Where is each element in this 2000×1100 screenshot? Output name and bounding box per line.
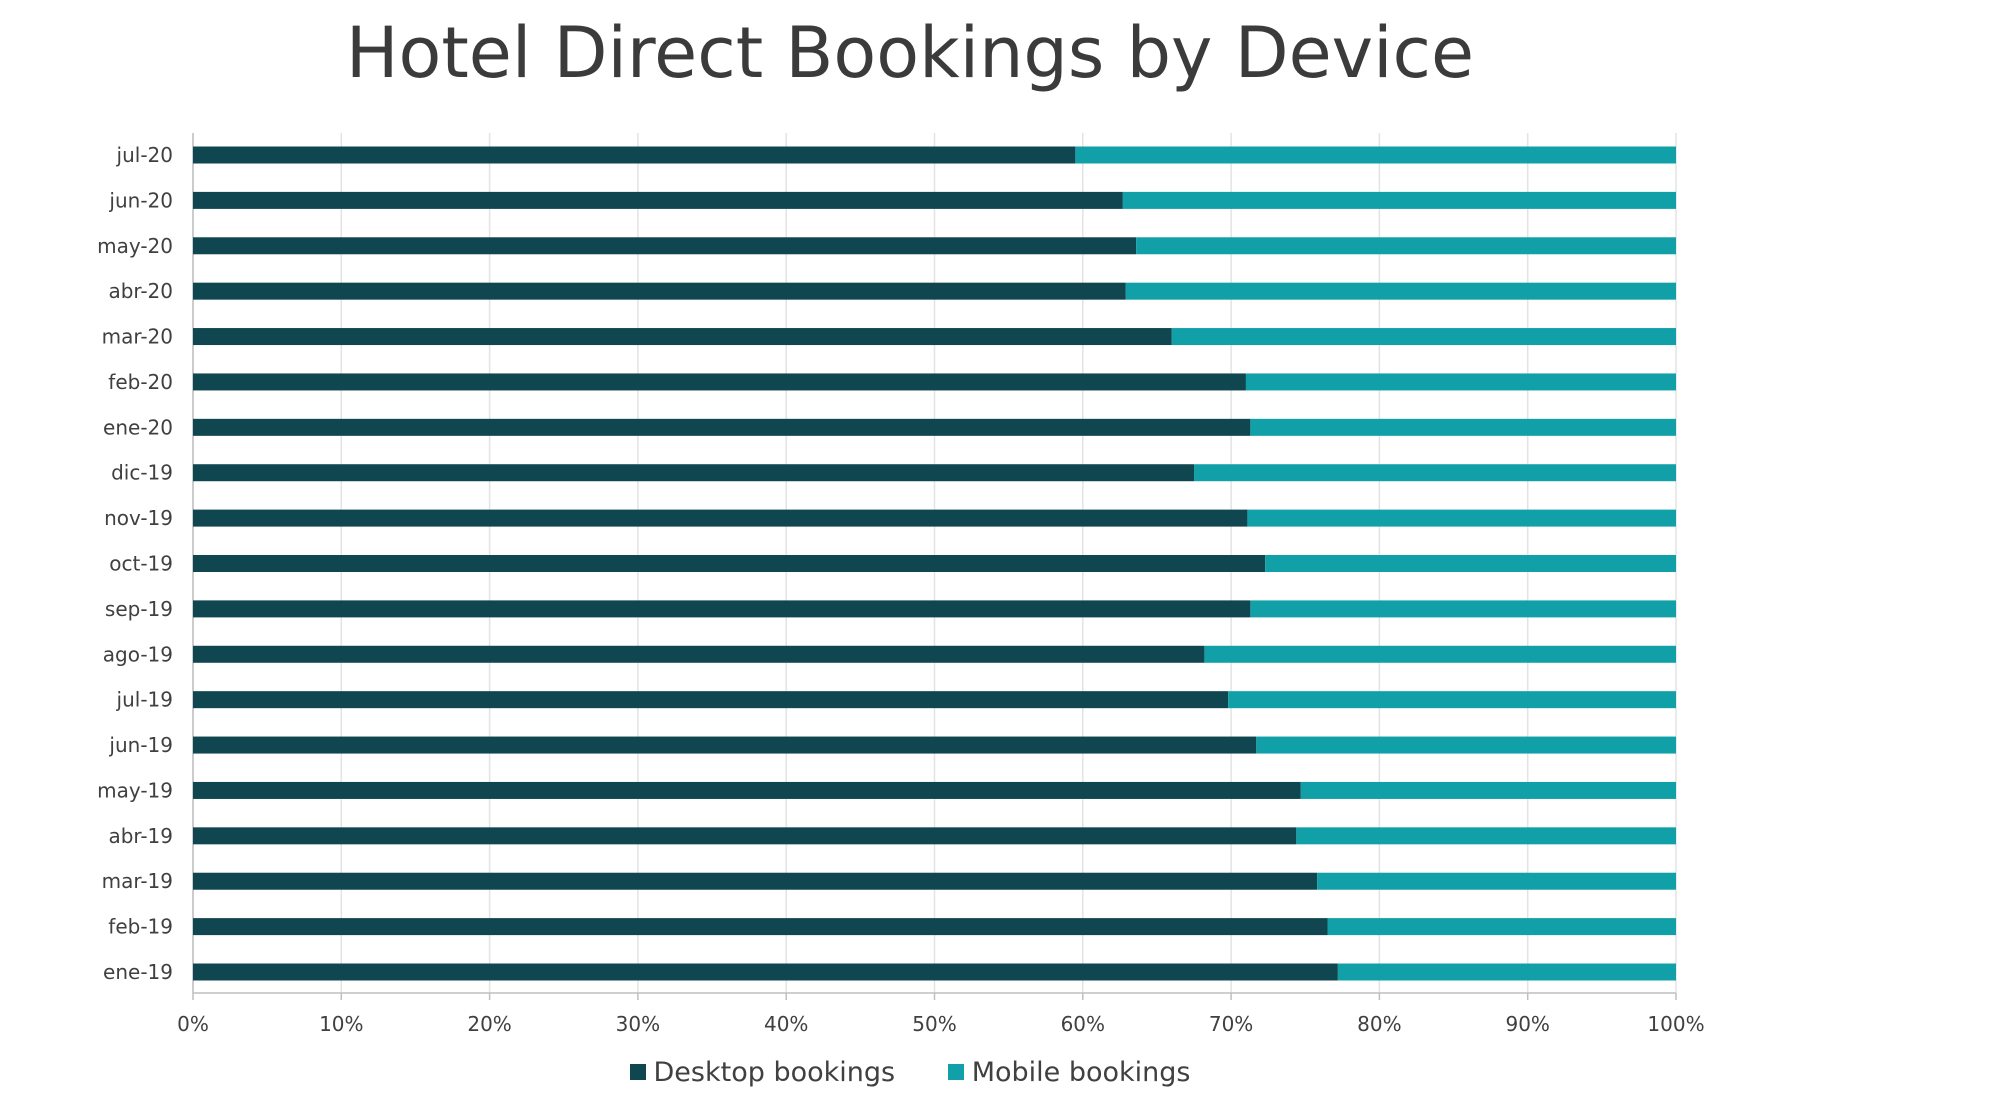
category-label: jun-19 bbox=[108, 733, 173, 757]
category-label: ago-19 bbox=[103, 642, 173, 666]
x-tick-label: 10% bbox=[319, 1012, 363, 1036]
mobile-bar-mar-19 bbox=[1317, 872, 1676, 890]
category-label: abr-19 bbox=[108, 824, 173, 848]
mobile-bar-ene-19 bbox=[1337, 963, 1676, 981]
x-tick-labels: 0% 10% 20% 30% 40% 50% 60% 70% 80% 90% 100% bbox=[177, 1012, 1704, 1036]
desktop-bar-mar-19 bbox=[193, 872, 1318, 890]
mobile-bar-nov-19 bbox=[1247, 509, 1676, 527]
x-tick-label: 0% bbox=[177, 1012, 209, 1036]
desktop-bar-oct-19 bbox=[193, 555, 1266, 572]
legend-item-mobile: Mobile bookings bbox=[947, 1056, 1191, 1088]
desktop-bar-nov-19 bbox=[193, 509, 1248, 527]
mobile-bar-ene-20 bbox=[1250, 418, 1676, 436]
desktop-bar-ene-20 bbox=[193, 418, 1251, 436]
mobile-bar-dic-19 bbox=[1194, 464, 1676, 482]
mobile-bar-oct-19 bbox=[1265, 555, 1676, 572]
legend-swatch-mobile bbox=[947, 1064, 964, 1080]
desktop-bar-may-19 bbox=[193, 781, 1301, 799]
desktop-bar-sep-19 bbox=[193, 600, 1251, 618]
mobile-bar-may-19 bbox=[1300, 781, 1676, 799]
legend-label-mobile: Mobile bookings bbox=[971, 1056, 1191, 1088]
bars bbox=[193, 146, 1676, 981]
x-tick-label: 50% bbox=[912, 1012, 956, 1036]
x-tick-label: 70% bbox=[1209, 1012, 1253, 1036]
category-label: dic-19 bbox=[111, 461, 173, 485]
mobile-bar-ago-19 bbox=[1204, 645, 1676, 663]
mobile-bar-jun-20 bbox=[1122, 191, 1676, 209]
legend-swatch-desktop bbox=[629, 1064, 646, 1080]
category-label: mar-20 bbox=[102, 325, 173, 349]
category-label: mar-19 bbox=[102, 869, 173, 893]
desktop-bar-feb-19 bbox=[193, 918, 1328, 936]
category-label: oct-19 bbox=[109, 552, 173, 576]
x-tick-label: 80% bbox=[1357, 1012, 1401, 1036]
category-labels: ene-19 feb-19 mar-19 abr-19 may-19 jun-19 jul-… bbox=[97, 143, 173, 984]
mobile-bar-feb-20 bbox=[1245, 373, 1676, 391]
category-label: abr-20 bbox=[108, 279, 173, 303]
legend-item-desktop: Desktop bookings bbox=[629, 1056, 896, 1088]
category-label: jul-19 bbox=[116, 688, 173, 712]
desktop-bar-abr-19 bbox=[193, 827, 1297, 845]
mobile-bar-mar-20 bbox=[1171, 328, 1676, 346]
category-label: feb-19 bbox=[108, 915, 173, 939]
category-label: may-20 bbox=[97, 234, 173, 258]
mobile-bar-jul-19 bbox=[1228, 691, 1676, 709]
desktop-bar-mar-20 bbox=[193, 328, 1172, 346]
category-label: jun-20 bbox=[108, 188, 173, 212]
x-tick-label: 40% bbox=[764, 1012, 808, 1036]
mobile-bar-jun-19 bbox=[1256, 736, 1676, 754]
x-tick-label: 20% bbox=[467, 1012, 511, 1036]
desktop-bar-ago-19 bbox=[193, 645, 1205, 663]
x-tick-label: 60% bbox=[1061, 1012, 1105, 1036]
mobile-bar-sep-19 bbox=[1250, 600, 1676, 618]
category-label: feb-20 bbox=[108, 370, 173, 394]
mobile-bar-feb-19 bbox=[1327, 918, 1676, 936]
category-label: ene-19 bbox=[103, 960, 173, 984]
legend-label-desktop: Desktop bookings bbox=[653, 1056, 896, 1088]
desktop-bar-jun-20 bbox=[193, 191, 1123, 209]
x-tick-label: 90% bbox=[1505, 1012, 1549, 1036]
x-tick-label: 30% bbox=[616, 1012, 660, 1036]
category-label: ene-20 bbox=[103, 415, 173, 439]
category-label: jul-20 bbox=[116, 143, 173, 167]
desktop-bar-may-20 bbox=[193, 237, 1137, 255]
mobile-bar-may-20 bbox=[1136, 237, 1676, 255]
chart-title: Hotel Direct Bookings by Device bbox=[345, 12, 1475, 94]
category-label: sep-19 bbox=[105, 597, 173, 621]
desktop-bar-jul-19 bbox=[193, 691, 1229, 709]
category-label: may-19 bbox=[97, 778, 173, 802]
x-tick-label: 100% bbox=[1647, 1012, 1704, 1036]
mobile-bar-jul-20 bbox=[1075, 146, 1676, 164]
category-label: nov-19 bbox=[104, 506, 173, 530]
mobile-bar-abr-20 bbox=[1125, 282, 1676, 300]
desktop-bar-jun-19 bbox=[193, 736, 1257, 754]
desktop-bar-ene-19 bbox=[193, 963, 1338, 981]
desktop-bar-feb-20 bbox=[193, 373, 1246, 391]
desktop-bar-abr-20 bbox=[193, 282, 1126, 300]
desktop-bar-jul-20 bbox=[193, 146, 1076, 164]
desktop-bar-dic-19 bbox=[193, 464, 1195, 482]
legend: Desktop bookings Mobile bookings bbox=[0, 1056, 1820, 1088]
mobile-bar-abr-19 bbox=[1296, 827, 1676, 845]
